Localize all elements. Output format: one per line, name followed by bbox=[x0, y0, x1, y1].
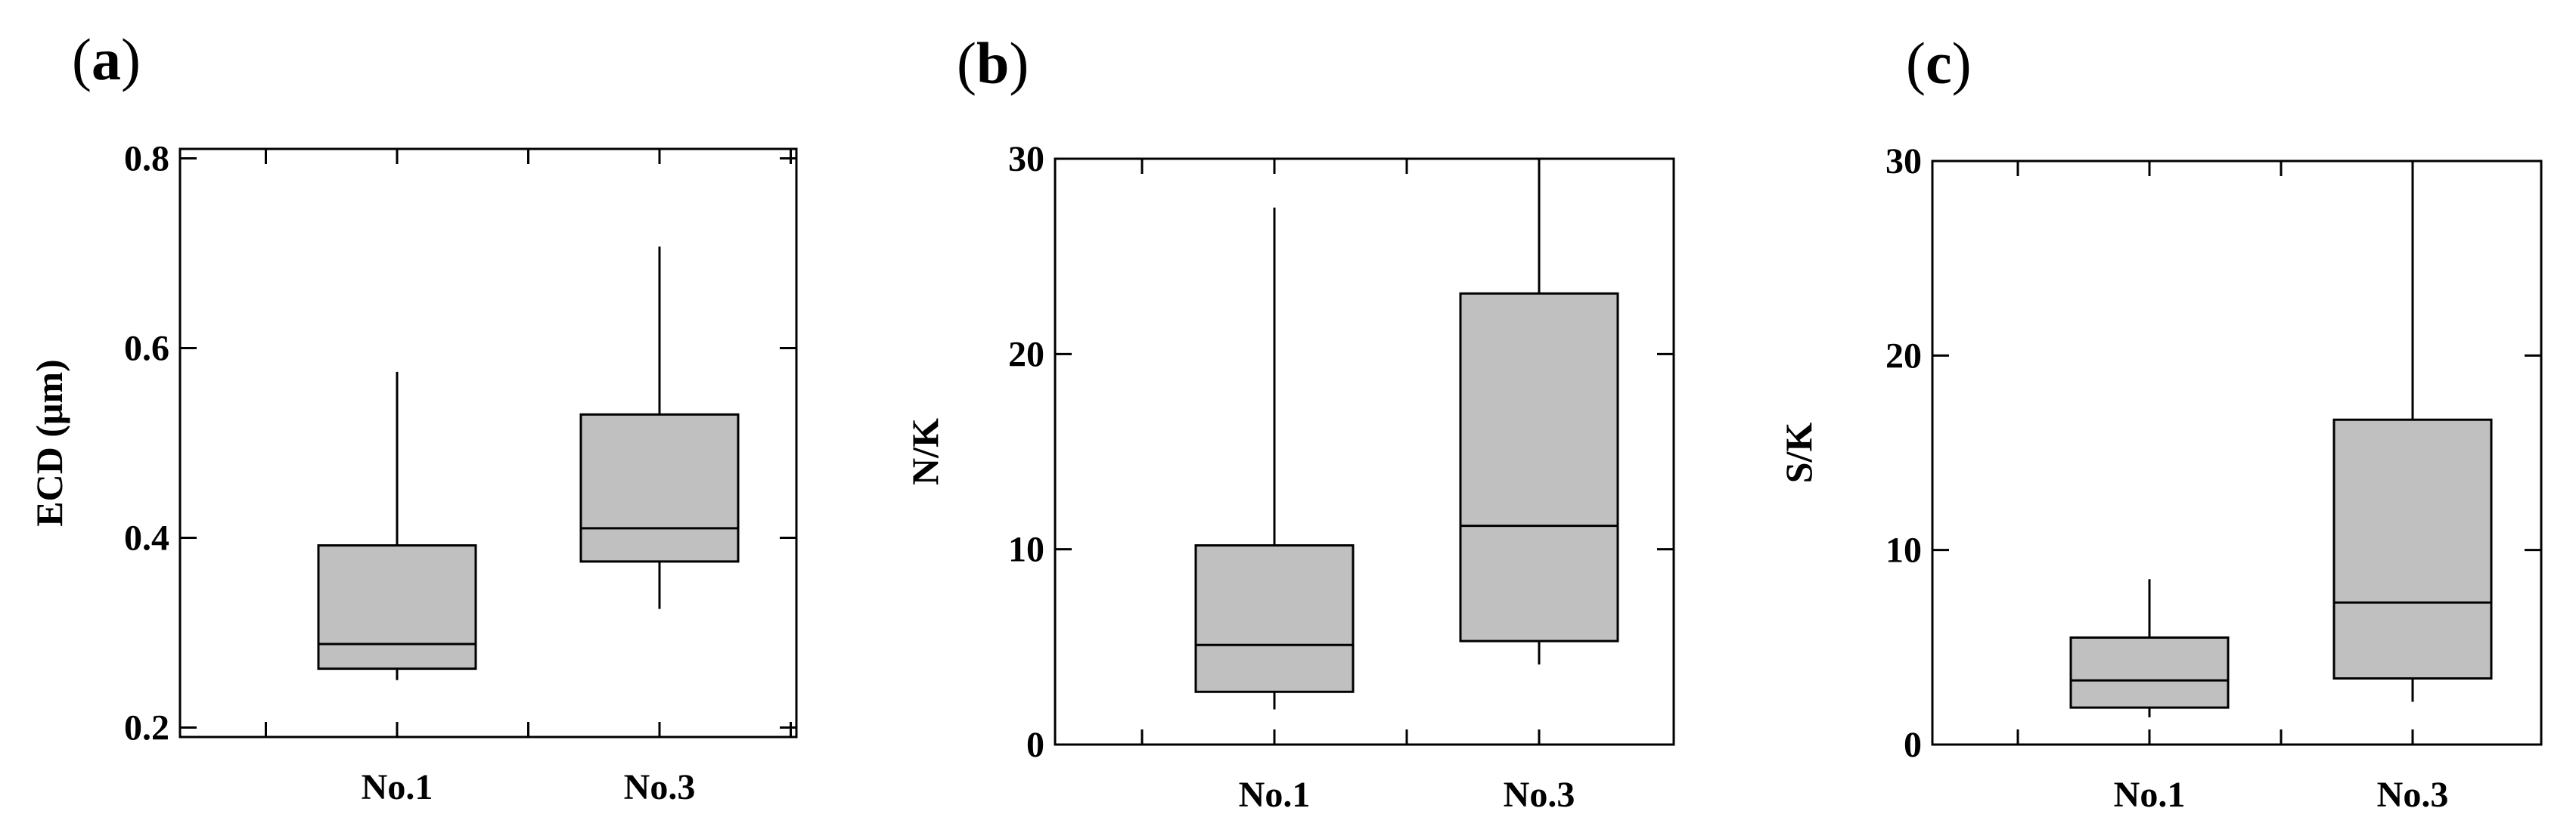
chart-panel-b: (b) 0 10 20 30 No.1 No.3 N/K bbox=[904, 30, 1675, 815]
plot-frame bbox=[1931, 159, 2543, 746]
y-tick-label: 30 bbox=[1008, 139, 1044, 179]
y-tick-label: 30 bbox=[1885, 141, 1922, 181]
y-axis-title: S/K bbox=[1777, 423, 1820, 484]
iqr-box bbox=[317, 544, 477, 670]
iqr-box bbox=[579, 413, 740, 563]
panel-label: (c) bbox=[1906, 30, 1972, 96]
y-tick-label: 0.6 bbox=[124, 329, 169, 369]
x-tick-label: No.1 bbox=[1239, 775, 1311, 815]
x-tick-label: No.1 bbox=[362, 767, 433, 807]
panel-label: (a) bbox=[72, 26, 141, 92]
y-axis-title: N/K bbox=[904, 418, 946, 485]
x-tick-label: No.1 bbox=[2114, 775, 2186, 815]
y-tick-label: 10 bbox=[1885, 531, 1922, 571]
chart-panel-a: (a) 0.2 0.4 0.6 0.8 No.1 No.3 ECD (μm) bbox=[28, 26, 798, 807]
box-No.1 bbox=[2069, 579, 2230, 717]
x-tick-label: No.3 bbox=[1504, 775, 1575, 815]
panel-label: (b) bbox=[957, 30, 1029, 96]
box-No.3 bbox=[1459, 159, 1619, 665]
y-tick-label: 0.8 bbox=[124, 139, 169, 179]
plot-frame bbox=[1054, 157, 1675, 746]
box-No.3 bbox=[579, 246, 740, 609]
box-No.3 bbox=[2332, 161, 2493, 702]
iqr-box bbox=[1194, 544, 1355, 693]
chart-panel-c: (c) 0 10 20 30 No.1 No.3 S/K bbox=[1777, 30, 2543, 815]
x-tick-label: No.3 bbox=[2377, 775, 2449, 815]
y-tick-label: 0.2 bbox=[124, 708, 169, 748]
y-tick-label: 10 bbox=[1008, 530, 1044, 570]
y-tick-label: 0 bbox=[1026, 725, 1044, 765]
y-tick-label: 20 bbox=[1008, 334, 1044, 374]
iqr-box bbox=[1459, 292, 1619, 643]
iqr-box bbox=[2332, 418, 2493, 680]
x-tick-label: No.3 bbox=[624, 767, 696, 807]
box-No.1 bbox=[317, 371, 477, 680]
y-tick-label: 20 bbox=[1885, 336, 1922, 376]
plot-frame bbox=[178, 147, 798, 739]
y-tick-label: 0.4 bbox=[124, 518, 169, 558]
box-No.1 bbox=[1194, 207, 1355, 710]
y-tick-label: 0 bbox=[1904, 725, 1922, 765]
y-axis-title: ECD (μm) bbox=[28, 359, 70, 526]
iqr-box bbox=[2069, 636, 2230, 709]
